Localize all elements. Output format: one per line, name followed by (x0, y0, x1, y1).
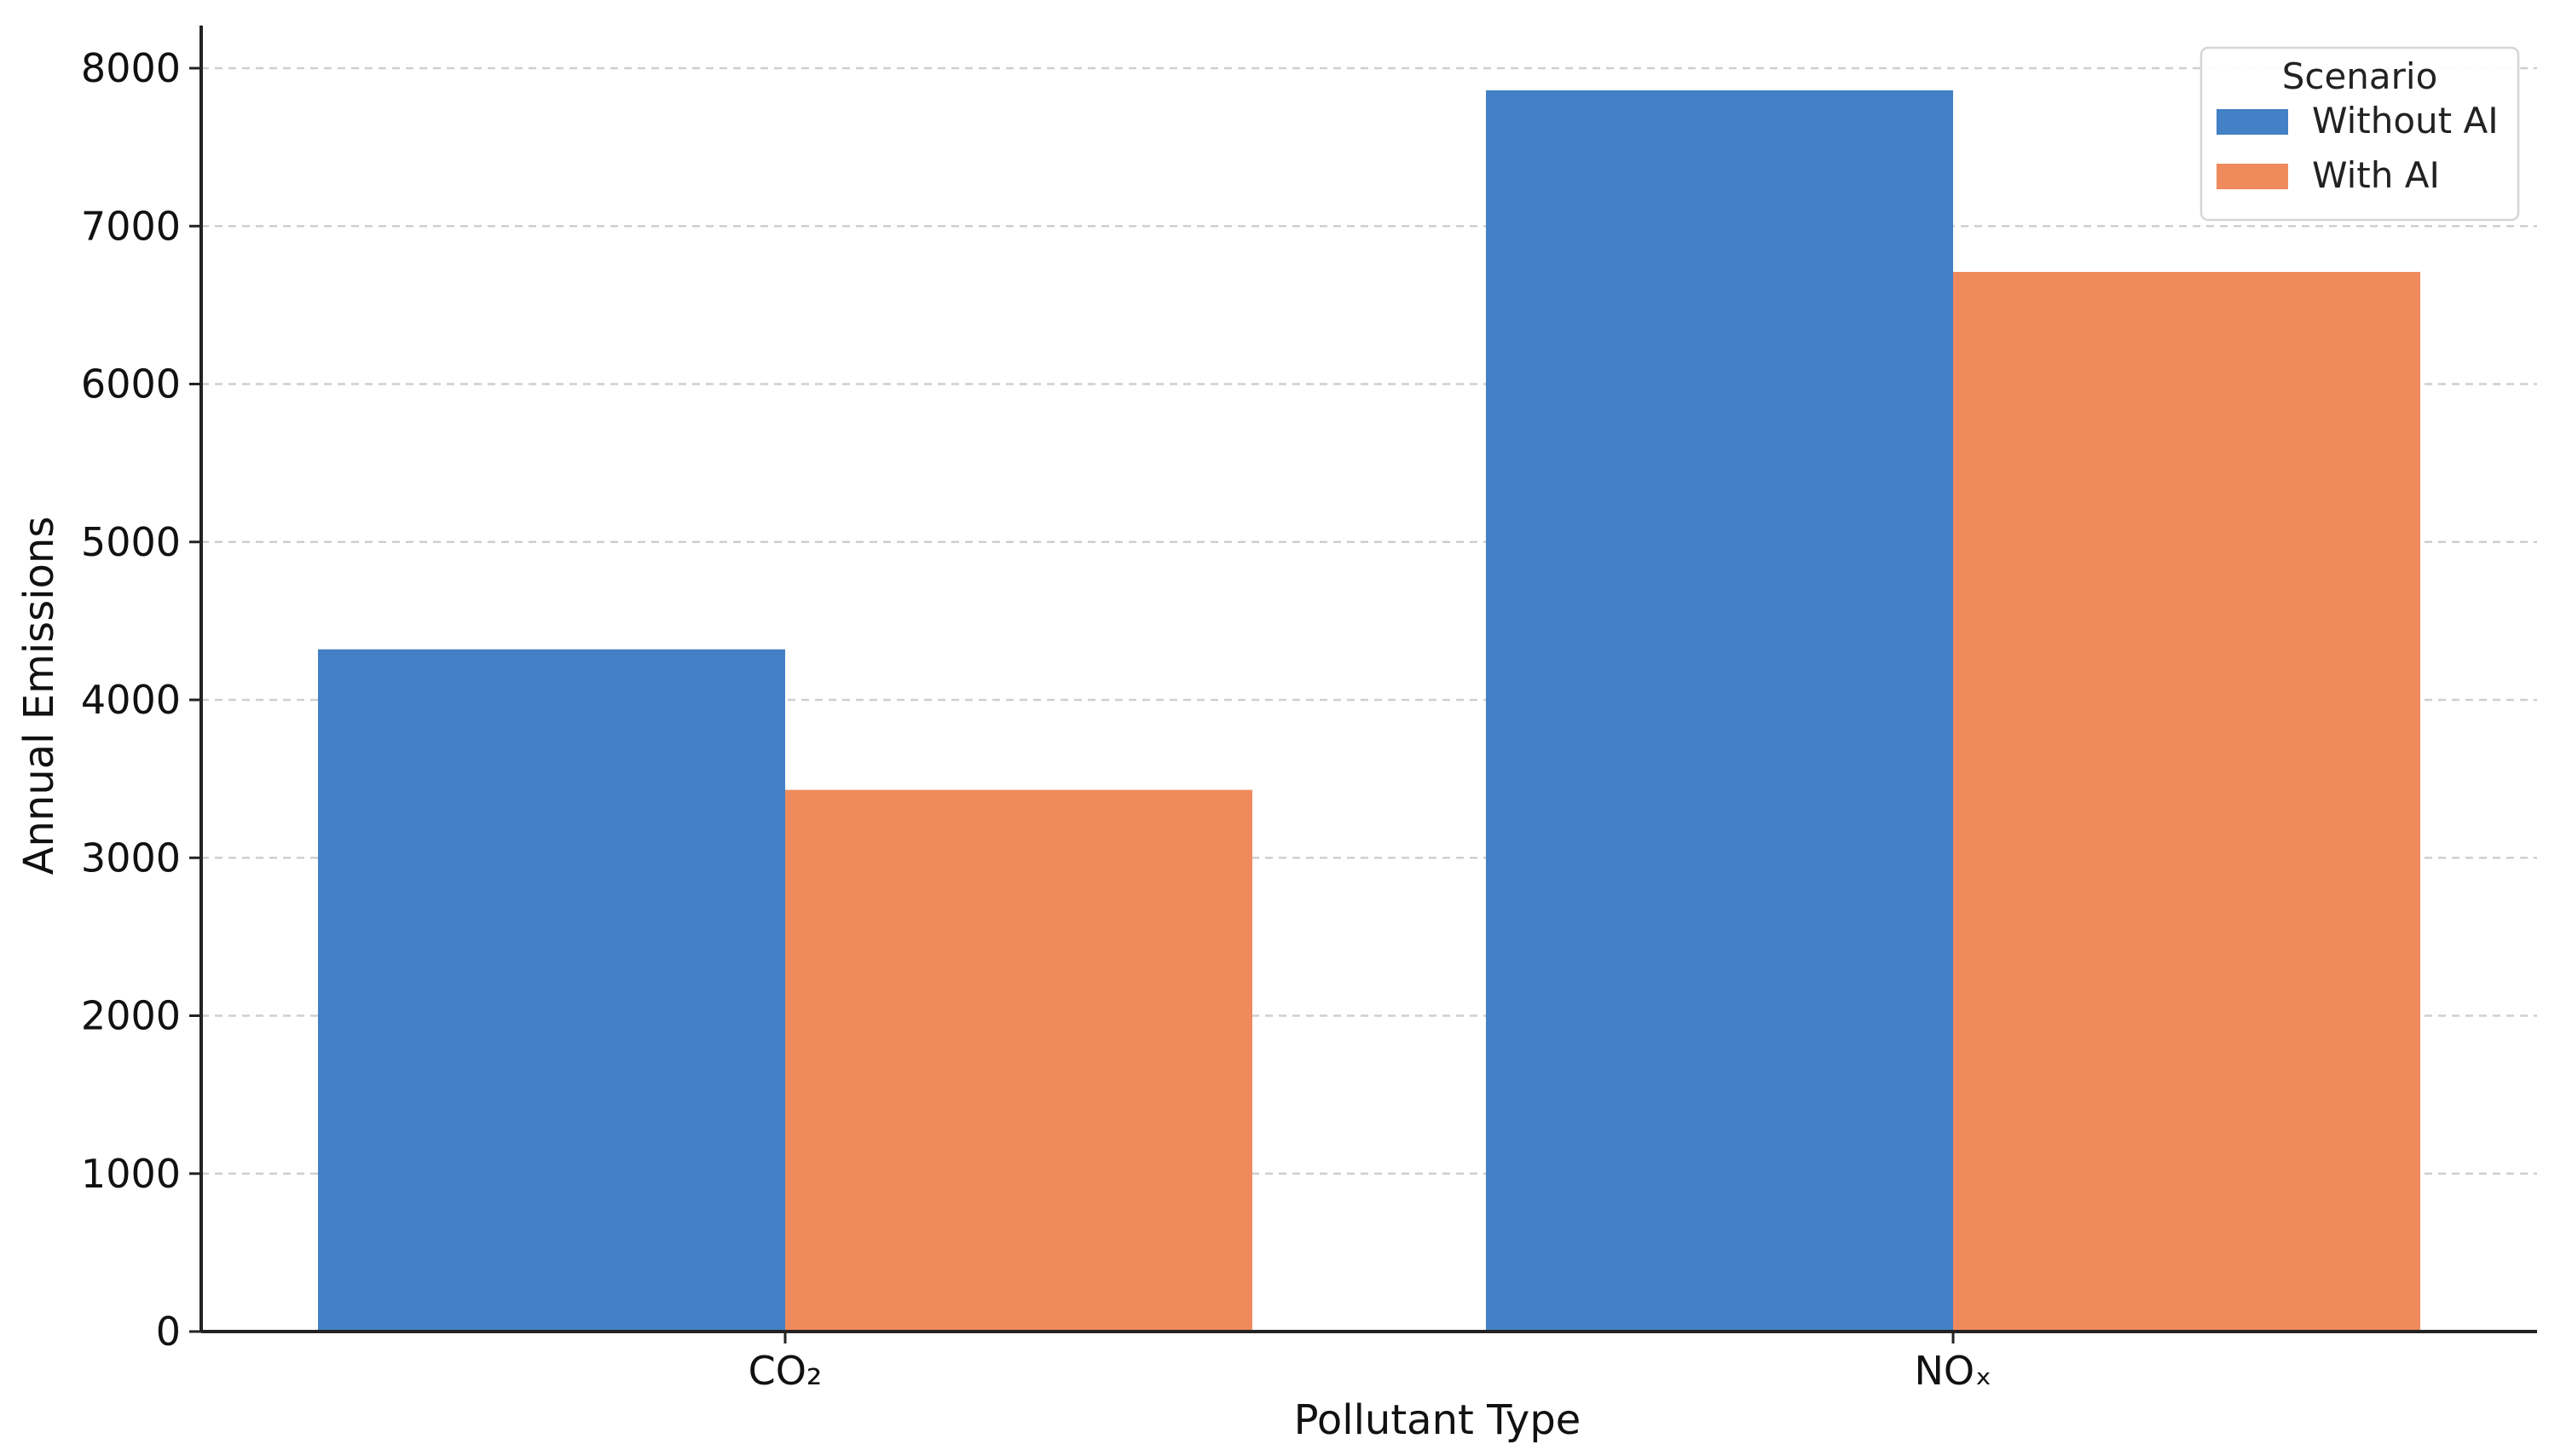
bar-with-ai-1 (1953, 271, 2420, 1332)
bars-layer (318, 90, 2420, 1332)
bar-without-ai-0 (318, 649, 785, 1332)
x-tick-label: NOₓ (1914, 1348, 1991, 1394)
bar-without-ai-1 (1486, 90, 1953, 1332)
legend-swatch-with-ai (2217, 164, 2288, 189)
x-axis-title: Pollutant Type (1294, 1396, 1581, 1444)
y-tick-label: 5000 (81, 519, 181, 565)
y-tick-label: 4000 (81, 677, 181, 723)
y-tick-label: 7000 (81, 203, 181, 249)
y-tick-label: 1000 (81, 1151, 181, 1197)
bar-with-ai-0 (785, 789, 1252, 1332)
x-tick-labels: CO₂ NOₓ (749, 1332, 1992, 1394)
y-tick-label: 2000 (81, 993, 181, 1039)
legend-label-with-ai: With AI (2312, 154, 2440, 196)
y-tick-labels: 0 1000 2000 3000 4000 5000 6000 7000 8000 (81, 45, 201, 1355)
axes-layer (199, 26, 2537, 1333)
y-tick-label: 3000 (81, 835, 181, 881)
legend-label-without-ai: Without AI (2312, 100, 2499, 142)
y-tick-label: 0 (156, 1309, 181, 1355)
legend-items: Without AI With AI (2217, 100, 2499, 196)
legend-swatch-without-ai (2217, 109, 2288, 135)
x-tick-label: CO₂ (749, 1348, 823, 1394)
legend-title: Scenario (2282, 55, 2438, 97)
y-tick-label: 6000 (81, 361, 181, 407)
y-tick-label: 8000 (81, 45, 181, 91)
legend: Scenario Without AI With AI (2199, 46, 2520, 222)
y-axis-title: Annual Emissions (15, 517, 63, 875)
